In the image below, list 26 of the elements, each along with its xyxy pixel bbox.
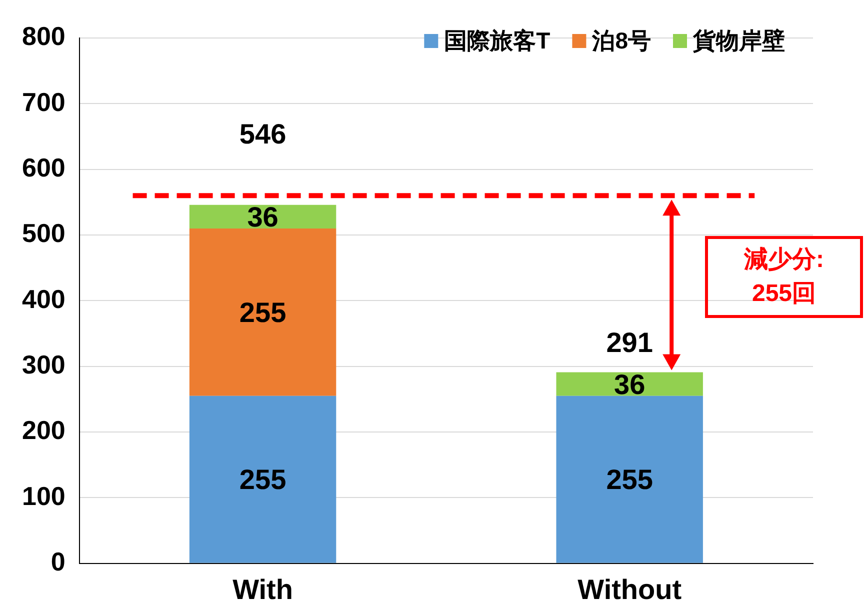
y-tick-label: 600	[22, 152, 66, 183]
y-tick-label: 0	[50, 546, 66, 577]
data-label: 36	[614, 368, 646, 400]
y-tick-label: 200	[22, 415, 66, 446]
bar	[189, 228, 336, 396]
y-tick-label: 800	[22, 21, 66, 52]
legend-label: 貨物岸壁	[692, 27, 785, 54]
total-label: 291	[606, 327, 653, 358]
total-label: 546	[239, 118, 286, 150]
legend-label: 泊8号	[591, 27, 652, 54]
y-tick-label: 100	[22, 480, 66, 511]
data-label: 255	[239, 464, 286, 496]
y-tick-label: 700	[22, 86, 66, 117]
bar	[189, 396, 336, 563]
y-tick-label: 300	[22, 350, 66, 380]
data-label: 255	[606, 464, 653, 496]
bar	[556, 372, 703, 396]
legend-label: 国際旅客T	[444, 27, 550, 54]
callout-box: 減少分: 255回	[705, 236, 863, 318]
data-label: 255	[239, 296, 286, 328]
y-tick-label: 500	[22, 218, 66, 248]
data-label: 36	[247, 201, 278, 232]
x-tick-label: With	[232, 574, 293, 605]
y-tick-label: 400	[22, 284, 66, 314]
x-tick-label: Without	[578, 574, 682, 605]
bar	[556, 396, 703, 563]
